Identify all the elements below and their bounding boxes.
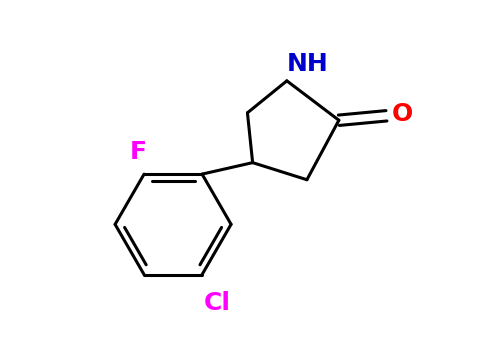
Text: Cl: Cl: [204, 291, 230, 315]
FancyBboxPatch shape: [391, 100, 415, 129]
FancyBboxPatch shape: [288, 50, 326, 78]
Text: NH: NH: [287, 53, 328, 76]
Text: O: O: [392, 102, 413, 126]
Text: F: F: [130, 140, 147, 164]
FancyBboxPatch shape: [126, 138, 150, 166]
FancyBboxPatch shape: [198, 289, 236, 317]
